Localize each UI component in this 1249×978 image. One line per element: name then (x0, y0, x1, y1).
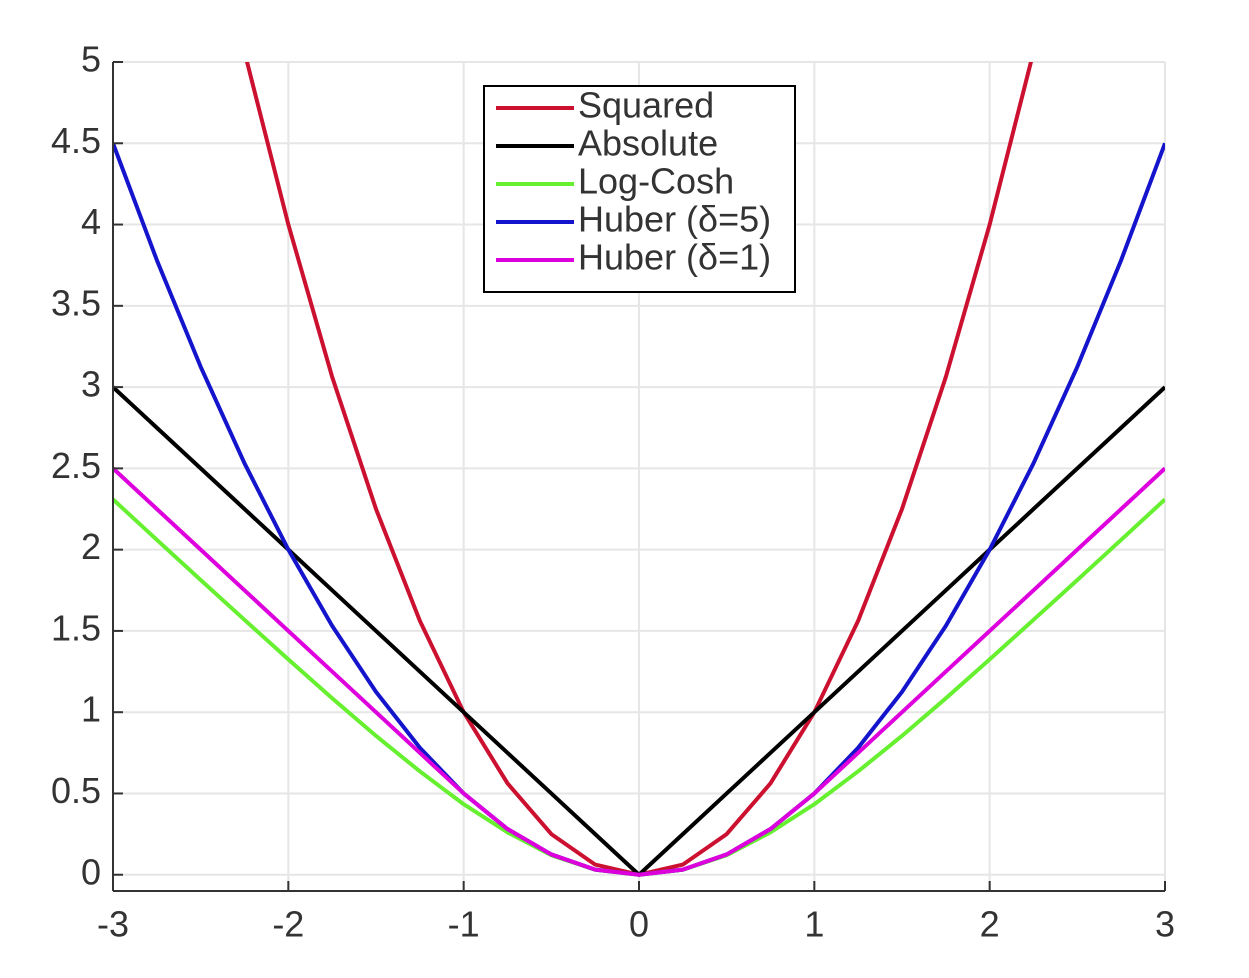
axes: 0 0.5 1 1.5 2 2.5 3 3.5 4 4.5 5 -3 -2 -1 0 1 2 3 (51, 39, 1175, 945)
legend-label: Huber (δ=5) (578, 199, 771, 240)
y-tick-label: 4.5 (51, 120, 101, 161)
y-tick-label: 3 (81, 364, 101, 405)
legend-box (483, 85, 796, 293)
y-tick-label: 1.5 (51, 607, 101, 648)
y-tick-label: 0 (81, 851, 101, 892)
legend-label: Log-Cosh (578, 161, 734, 202)
y-tick-label: 2 (81, 526, 101, 567)
y-tick-label: 4 (81, 201, 101, 242)
legend-label: Huber (δ=1) (578, 237, 771, 278)
y-tick-label: 0.5 (51, 770, 101, 811)
plot-area (113, 62, 1165, 877)
legend-label: Absolute (578, 123, 718, 164)
x-tick-label: -3 (97, 904, 129, 945)
x-tick-label: 1 (804, 904, 824, 945)
x-tick-label: 2 (980, 904, 1000, 945)
series-line (113, 466, 1165, 877)
x-tick-label: -2 (272, 904, 304, 945)
y-tick-label: 2.5 (51, 445, 101, 486)
x-tick-label: -1 (448, 904, 480, 945)
y-tick-label: 3.5 (51, 282, 101, 323)
x-tick-label: 3 (1155, 904, 1175, 945)
x-tick-label: 0 (629, 904, 649, 945)
legend-label: Squared (578, 85, 714, 126)
y-tick-label: 5 (81, 39, 101, 80)
y-tick-label: 1 (81, 689, 101, 730)
